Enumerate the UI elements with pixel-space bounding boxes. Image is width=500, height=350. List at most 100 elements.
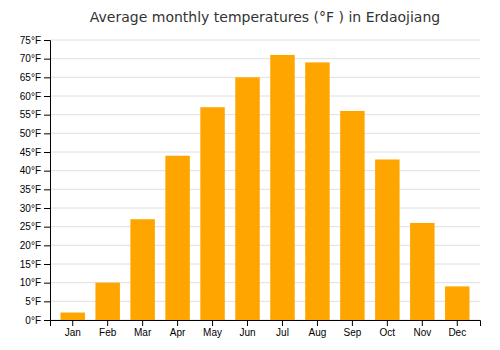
grid-line — [50, 208, 480, 209]
y-tick: 75°F — [20, 35, 50, 46]
y-tick-mark — [44, 264, 50, 265]
bar — [445, 286, 469, 320]
grid-line — [50, 189, 480, 190]
x-tick-mark — [247, 320, 248, 326]
x-tick-mark — [457, 320, 458, 326]
bar — [235, 77, 259, 320]
y-tick-label: 55°F — [20, 109, 41, 120]
y-tick-mark — [44, 189, 50, 190]
bar — [340, 111, 364, 320]
x-tick: Jul — [276, 320, 289, 338]
y-tick: 10°F — [20, 277, 50, 288]
grid-line — [50, 133, 480, 134]
x-tick-label: Nov — [413, 327, 431, 338]
x-tick: Jun — [239, 320, 255, 338]
y-tick-label: 15°F — [20, 259, 41, 270]
y-tick: 20°F — [20, 240, 50, 251]
y-tick: 25°F — [20, 221, 50, 232]
y-tick-label: 45°F — [20, 147, 41, 158]
x-tick-label: Dec — [448, 327, 466, 338]
x-tick: Feb — [99, 320, 117, 338]
y-tick-label: 75°F — [20, 35, 41, 46]
bars — [60, 55, 469, 320]
x-axis-line — [51, 321, 481, 327]
y-tick-mark — [44, 227, 50, 228]
chart: 0°F 5°F 10°F 15°F 20°F 25°F 30°F 35°F 40°F 45°F 50… — [0, 0, 500, 350]
y-tick: 65°F — [20, 72, 50, 83]
grid-line — [50, 58, 480, 59]
x-tick-mark — [107, 320, 108, 326]
bar — [375, 159, 399, 320]
y-tick: 0°F — [25, 315, 50, 326]
grid-line — [50, 77, 480, 78]
y-axis: 0°F 5°F 10°F 15°F 20°F 25°F 30°F 35°F 40°F 45°F 50… — [20, 35, 51, 326]
y-tick-label: 50°F — [20, 128, 41, 139]
x-tick-label: Apr — [170, 327, 186, 338]
bar — [60, 313, 84, 320]
y-tick-mark — [44, 152, 50, 153]
x-tick-label: Feb — [99, 327, 117, 338]
bar — [165, 156, 189, 320]
y-tick: 5°F — [25, 296, 50, 307]
bar — [95, 283, 119, 320]
y-tick-mark — [44, 115, 50, 116]
x-tick-label: Jul — [276, 327, 289, 338]
x-tick-mark — [142, 320, 143, 326]
y-tick-label: 65°F — [20, 72, 41, 83]
y-tick-mark — [44, 77, 50, 78]
bar — [305, 62, 329, 320]
x-axis: Jan Feb Mar Apr May Jun Jul Aug Sep Oct Nov Dec — [51, 320, 481, 338]
title: Average monthly temperatures (°F ) in Er… — [90, 9, 440, 25]
y-tick-label: 70°F — [20, 53, 41, 64]
grid-line — [50, 170, 480, 171]
bar — [200, 107, 224, 320]
x-tick: Nov — [413, 320, 431, 338]
x-tick: Apr — [170, 320, 186, 338]
x-tick-label: Sep — [343, 327, 361, 338]
y-tick-label: 35°F — [20, 184, 41, 195]
y-tick: 35°F — [20, 184, 50, 195]
x-tick-label: May — [203, 327, 222, 338]
x-tick: May — [203, 320, 222, 338]
y-axis-line — [44, 41, 51, 321]
y-tick: 15°F — [20, 259, 50, 270]
grid-line — [50, 114, 480, 115]
y-tick: 45°F — [20, 147, 50, 158]
x-tick: Dec — [448, 320, 466, 338]
x-tick: Jan — [65, 320, 81, 338]
y-tick: 40°F — [20, 165, 50, 176]
grid-line — [50, 40, 480, 41]
bar — [410, 223, 434, 320]
y-tick-mark — [44, 320, 50, 321]
y-tick-label: 25°F — [20, 221, 41, 232]
y-tick-label: 5°F — [25, 296, 41, 307]
y-tick-label: 60°F — [20, 91, 41, 102]
y-tick-mark — [44, 301, 50, 302]
x-tick: Oct — [380, 320, 396, 338]
x-tick-label: Aug — [309, 327, 327, 338]
x-tick-mark — [177, 320, 178, 326]
y-tick: 60°F — [20, 91, 50, 102]
y-tick-mark — [44, 96, 50, 97]
x-tick: Aug — [309, 320, 327, 338]
y-tick-mark — [44, 59, 50, 60]
grid — [50, 40, 480, 320]
x-tick-mark — [212, 320, 213, 326]
x-tick: Sep — [343, 320, 361, 338]
y-tick-label: 0°F — [25, 315, 41, 326]
y-tick: 70°F — [20, 53, 50, 64]
x-tick-mark — [317, 320, 318, 326]
x-tick-label: Mar — [134, 327, 152, 338]
y-tick: 30°F — [20, 203, 50, 214]
y-tick-label: 10°F — [20, 277, 41, 288]
x-tick-mark — [72, 320, 73, 326]
y-tick-label: 30°F — [20, 203, 41, 214]
y-tick-mark — [44, 208, 50, 209]
x-tick: Mar — [134, 320, 152, 338]
y-tick-mark — [44, 171, 50, 172]
x-tick-label: Oct — [380, 327, 396, 338]
x-tick-mark — [422, 320, 423, 326]
x-tick-mark — [352, 320, 353, 326]
bar — [270, 55, 294, 320]
grid-line — [50, 152, 480, 153]
